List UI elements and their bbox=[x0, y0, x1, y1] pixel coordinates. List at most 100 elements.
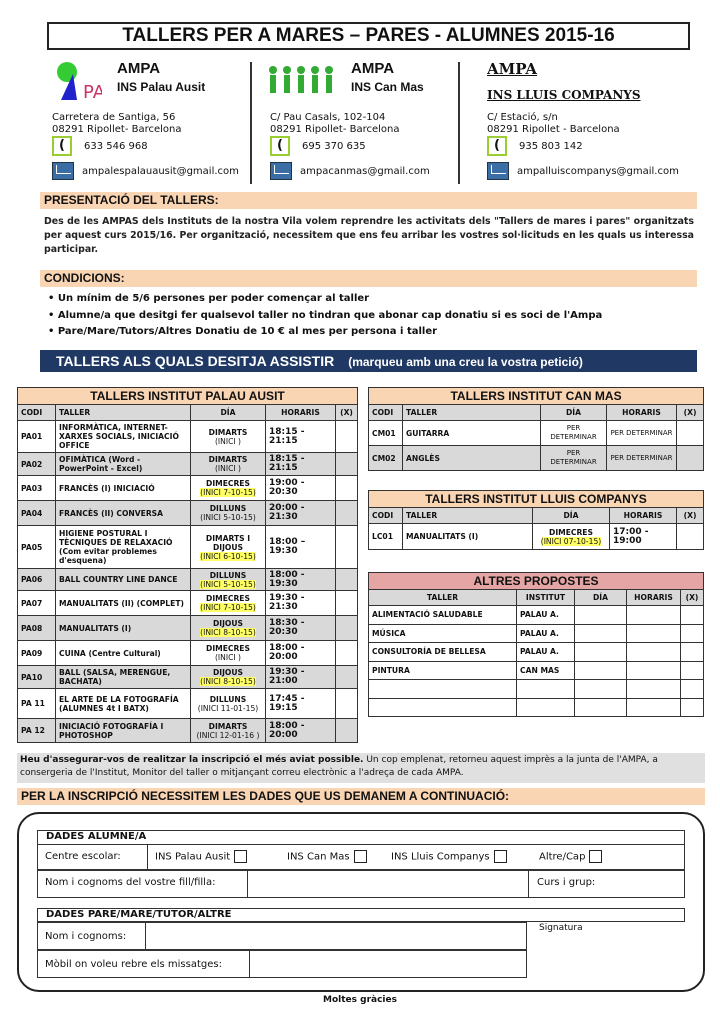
email[interactable]: ampacanmas@gmail.com bbox=[300, 165, 430, 177]
select-cell[interactable] bbox=[334, 500, 359, 526]
option-altre[interactable]: Altre/Cap bbox=[539, 850, 603, 863]
email[interactable]: ampalespalauausit@gmail.com bbox=[82, 165, 239, 177]
dia: DIMARTS I DIJOUS (INICI 6-10-15) bbox=[190, 525, 266, 569]
select-cell[interactable] bbox=[334, 420, 359, 453]
option-lluis[interactable]: INS Lluis Companys bbox=[391, 850, 507, 863]
signatura-label: Signatura bbox=[539, 923, 583, 933]
column-header: TALLER bbox=[402, 404, 541, 421]
table-row: PINTURA CAN MAS bbox=[368, 660, 705, 680]
horaris: 18:00 –19:30 bbox=[265, 525, 336, 569]
mobil-label: Mòbil on voleu rebre els missatges: bbox=[45, 959, 222, 970]
ampa-label: AMPA bbox=[117, 60, 161, 77]
select-cell[interactable] bbox=[334, 525, 359, 569]
phone: 695 370 635 bbox=[302, 140, 366, 152]
select-cell[interactable] bbox=[334, 665, 359, 689]
checkbox[interactable] bbox=[353, 850, 367, 863]
table-title: TALLERS INSTITUT LLUIS COMPANYS bbox=[367, 490, 705, 508]
column-header: HORARIS bbox=[626, 589, 681, 606]
codi: PA 11 bbox=[17, 688, 56, 719]
palau-table: TALLERS INSTITUT PALAU AUSIT CODI TALLER DÍ… bbox=[16, 387, 359, 743]
codi: PA08 bbox=[17, 615, 56, 641]
column-header: (X) bbox=[675, 404, 705, 421]
table-row: PA02 OFIMÀTICA (Word - PowerPoint - Excel… bbox=[17, 452, 359, 476]
contact-canmas: AMPA INS Can Mas C/ Pau Casals, 102-104 0… bbox=[265, 58, 470, 186]
condicions-heading: CONDICIONS: bbox=[40, 270, 697, 287]
alumne-heading: DADES ALUMNE/A bbox=[46, 831, 147, 842]
column-header: TALLER bbox=[402, 507, 533, 524]
column-header: DÍA bbox=[532, 507, 610, 524]
select-cell[interactable] bbox=[334, 640, 359, 666]
codi: PA01 bbox=[17, 420, 56, 453]
table-title: ALTRES PROPOSTES bbox=[367, 572, 705, 590]
nom-input[interactable] bbox=[145, 922, 527, 950]
table-row: PA06 BALL COUNTRY LINE DANCE DILLUNS (INICI… bbox=[17, 568, 359, 591]
select-cell[interactable] bbox=[679, 697, 705, 717]
address: C/ Estació, s/n 08291 Ripollet - Barcelon… bbox=[487, 112, 620, 135]
email-icon bbox=[487, 162, 509, 180]
mobil-input[interactable] bbox=[249, 950, 527, 978]
column-header: TALLER bbox=[368, 589, 517, 606]
address: C/ Pau Casals, 102-104 08291 Ripollet- Ba… bbox=[270, 112, 400, 135]
lluis-table: TALLERS INSTITUT LLUIS COMPANYS CODI TALLE… bbox=[367, 490, 705, 550]
horaris: 17:45 - 19:15 bbox=[265, 688, 336, 719]
select-cell[interactable] bbox=[334, 615, 359, 641]
ampa-palau-logo: PA bbox=[57, 62, 102, 103]
checkbox[interactable] bbox=[234, 850, 248, 863]
column-header: TALLER bbox=[55, 404, 191, 421]
table-title: TALLERS INSTITUT PALAU AUSIT bbox=[16, 387, 359, 405]
table-row: CM01 GUITARRA PER DETERMINAR PER DETERMINAR bbox=[368, 420, 705, 446]
table-row: PA 12 INICIACIÓ FOTOGRAFÍA I PHOTOSHOP DIM… bbox=[17, 718, 359, 743]
select-cell[interactable] bbox=[334, 718, 359, 743]
dia: DIMECRES (INICI 7-10-15) bbox=[190, 590, 266, 616]
select-cell[interactable] bbox=[679, 660, 705, 680]
taller: OFIMÀTICA (Word - PowerPoint - Excel) bbox=[55, 452, 191, 476]
dia: DILLUNS (INICI 5-10-15) bbox=[190, 568, 266, 591]
table-row: PA07 MANUALITATS (II) (COMPLET) DIMECRES (I… bbox=[17, 590, 359, 616]
horaris: 19:30 - 21:00 bbox=[265, 665, 336, 689]
select-cell[interactable] bbox=[675, 445, 705, 471]
checkbox[interactable] bbox=[493, 850, 507, 863]
select-cell[interactable] bbox=[675, 523, 705, 550]
column-header: (X) bbox=[334, 404, 359, 421]
option-palau[interactable]: INS Palau Ausit bbox=[155, 850, 248, 863]
select-cell[interactable] bbox=[675, 420, 705, 446]
select-cell[interactable] bbox=[334, 568, 359, 591]
codi: PA06 bbox=[17, 568, 56, 591]
horaris: 18:30 - 20:30 bbox=[265, 615, 336, 641]
table-title: TALLERS INSTITUT CAN MAS bbox=[367, 387, 705, 405]
horaris: 18:00 - 20:00 bbox=[265, 718, 336, 743]
divider bbox=[250, 62, 252, 184]
tallers-banner: TALLERS ALS QUALS DESITJA ASSISTIR (marqu… bbox=[40, 350, 697, 372]
horaris: 19:00 - 20:30 bbox=[265, 475, 336, 501]
select-cell[interactable] bbox=[679, 679, 705, 699]
horaris: 20:00 - 21:30 bbox=[265, 500, 336, 526]
dia: DIJOUS (INICI 8-10-15) bbox=[190, 615, 266, 641]
table-row: PA05 HIGIENE POSTURAL I TÈCNIQUES DE RELA… bbox=[17, 525, 359, 569]
select-cell[interactable] bbox=[679, 623, 705, 643]
checkbox[interactable] bbox=[589, 850, 603, 863]
select-cell[interactable] bbox=[334, 475, 359, 501]
email[interactable]: ampalluiscompanys@gmail.com bbox=[517, 165, 679, 177]
table-row: PA04 FRANCÈS (II) CONVERSA DILLUNS (INICI 5… bbox=[17, 500, 359, 526]
option-canmas[interactable]: INS Can Mas bbox=[287, 850, 367, 863]
select-cell[interactable] bbox=[334, 688, 359, 719]
select-cell[interactable] bbox=[334, 590, 359, 616]
table-row: PA 11 EL ARTE DE LA FOTOGRAFÍA (ALUMNES 4… bbox=[17, 688, 359, 719]
table-row: ALIMENTACIÓ SALUDABLE PALAU A. bbox=[368, 605, 705, 625]
select-cell[interactable] bbox=[334, 452, 359, 476]
select-cell[interactable] bbox=[679, 642, 705, 662]
dia: DIMARTS (INICI 12-01-16 ) bbox=[190, 718, 266, 743]
codi: PA09 bbox=[17, 640, 56, 666]
ampa-canmas-logo bbox=[269, 66, 333, 93]
condition-item: Pare/Mare/Tutors/Altres Donatiu de 10 € … bbox=[48, 324, 602, 341]
select-cell[interactable] bbox=[679, 605, 705, 625]
phone-icon: ( bbox=[52, 136, 72, 156]
nom-label: Nom i cognoms: bbox=[45, 931, 127, 942]
condicions-list: Un mínim de 5/6 persones per poder comen… bbox=[48, 291, 602, 341]
column-header: DÍA bbox=[574, 589, 627, 606]
codi: PA 12 bbox=[17, 718, 56, 743]
nom-fill-input[interactable] bbox=[247, 870, 529, 898]
column-header: HORARIS bbox=[606, 404, 677, 421]
condition-item: Un mínim de 5/6 persones per poder comen… bbox=[48, 291, 602, 308]
codi: PA07 bbox=[17, 590, 56, 616]
